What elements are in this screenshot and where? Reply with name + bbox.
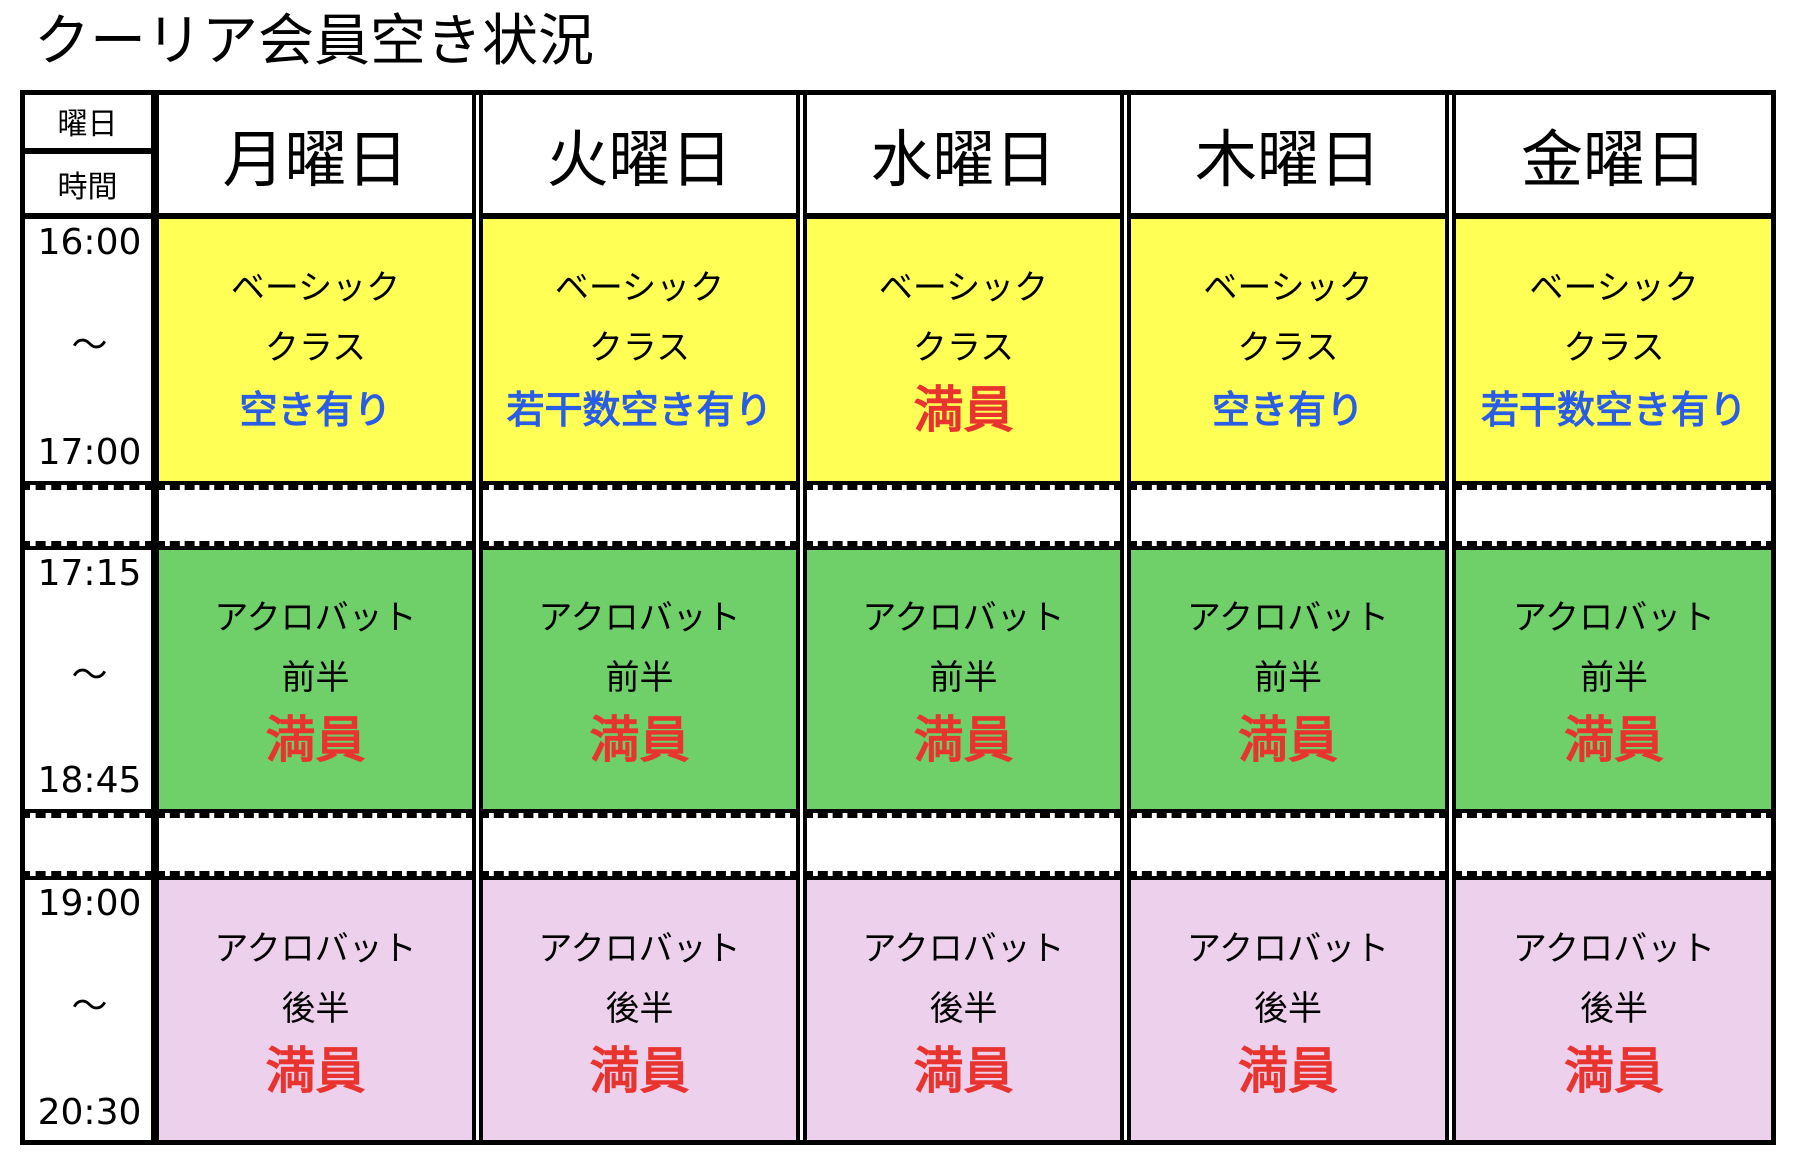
class-name: アクロバット [862, 597, 1065, 638]
class-type: 後半 [929, 988, 998, 1029]
day-header: 木曜日 [1127, 90, 1449, 217]
day-header: 火曜日 [479, 90, 800, 217]
class-cell: アクロバット 後半満員 [1127, 876, 1449, 1145]
class-cell: アクロバット 前半満員 [1127, 546, 1449, 813]
class-cell: ベーシッククラス若干数空き有り [1452, 215, 1776, 485]
break-row [479, 485, 800, 546]
availability-status: 満員 [265, 1041, 366, 1100]
class-name: アクロバット [1512, 928, 1716, 969]
class-type: 後半 [281, 988, 350, 1029]
availability-status: 満員 [913, 710, 1014, 769]
time-separator: ～ [71, 985, 108, 1027]
break-row [803, 813, 1124, 876]
class-cell: ベーシッククラス空き有り [1127, 215, 1449, 485]
availability-status: 満員 [1238, 1041, 1338, 1100]
class-name: アクロバット [1186, 928, 1390, 969]
class-name: アクロバット [538, 597, 741, 638]
table-frame [20, 90, 1776, 1145]
availability-status: 満員 [913, 1041, 1014, 1100]
class-cell: アクロバット 前半満員 [1452, 546, 1776, 813]
time-separator: ～ [71, 325, 108, 366]
availability-status: 満員 [1564, 710, 1664, 769]
class-cell: ベーシッククラス空き有り [155, 215, 476, 485]
time-start: 16:00 [37, 222, 142, 263]
class-type: クラス [1563, 328, 1665, 368]
class-name: ベーシック [1203, 268, 1373, 308]
class-name: アクロバット [862, 928, 1065, 969]
availability-status: 空き有り [239, 388, 392, 432]
availability-status: 若干数空き有り [506, 388, 773, 432]
class-type: 前半 [1580, 657, 1648, 698]
break-row [1452, 813, 1776, 876]
break-row [155, 813, 476, 876]
break-row-time [20, 813, 155, 876]
class-type: 後半 [1254, 988, 1322, 1029]
class-name: アクロバット [214, 928, 417, 969]
class-cell: ベーシッククラス満員 [803, 215, 1124, 485]
class-type: 前半 [605, 657, 674, 698]
availability-status: 満員 [265, 710, 366, 769]
break-row [803, 485, 1124, 546]
class-type: クラス [264, 328, 367, 368]
time-end: 20:30 [37, 1092, 142, 1133]
class-name: ベーシック [878, 268, 1049, 308]
class-cell: アクロバット 後半満員 [479, 876, 800, 1145]
time-start: 17:15 [37, 553, 142, 594]
class-type: クラス [1237, 328, 1339, 368]
break-row [1127, 485, 1449, 546]
class-cell: アクロバット 後半満員 [803, 876, 1124, 1145]
break-row [1127, 813, 1449, 876]
class-type: クラス [588, 328, 691, 368]
class-cell: アクロバット 後半満員 [1452, 876, 1776, 1145]
availability-status: 満員 [913, 381, 1014, 439]
break-row [1452, 485, 1776, 546]
class-type: 後半 [605, 988, 674, 1029]
class-cell: アクロバット 前半満員 [155, 546, 476, 813]
class-name: ベーシック [554, 268, 725, 308]
class-type: 前半 [929, 657, 998, 698]
availability-status: 空き有り [1211, 388, 1364, 432]
class-type: 前半 [281, 657, 350, 698]
day-header: 金曜日 [1452, 90, 1776, 217]
time-end: 18:45 [37, 760, 142, 801]
class-type: 前半 [1254, 657, 1322, 698]
class-name: ベーシック [230, 268, 401, 308]
availability-status: 満員 [589, 1041, 690, 1100]
class-cell: アクロバット 後半満員 [155, 876, 476, 1145]
availability-status: 若干数空き有り [1480, 388, 1747, 432]
class-type: 後半 [1580, 988, 1648, 1029]
class-cell: ベーシッククラス若干数空き有り [479, 215, 800, 485]
break-row [155, 485, 476, 546]
availability-status: 満員 [1564, 1041, 1664, 1100]
class-type: クラス [912, 328, 1015, 368]
class-cell: アクロバット 前半満員 [803, 546, 1124, 813]
class-name: アクロバット [1512, 597, 1716, 638]
availability-status: 満員 [589, 710, 690, 769]
time-separator: ～ [71, 654, 108, 696]
class-name: アクロバット [1186, 597, 1390, 638]
class-cell: アクロバット 前半満員 [479, 546, 800, 813]
class-name: アクロバット [538, 928, 741, 969]
class-name: アクロバット [214, 597, 417, 638]
time-end: 17:00 [37, 432, 142, 473]
page-title: クーリア会員空き状況 [34, 9, 594, 74]
availability-status: 満員 [1238, 710, 1338, 769]
break-row [479, 813, 800, 876]
time-start: 19:00 [37, 883, 142, 924]
day-header: 月曜日 [155, 90, 476, 217]
class-name: ベーシック [1529, 268, 1699, 308]
